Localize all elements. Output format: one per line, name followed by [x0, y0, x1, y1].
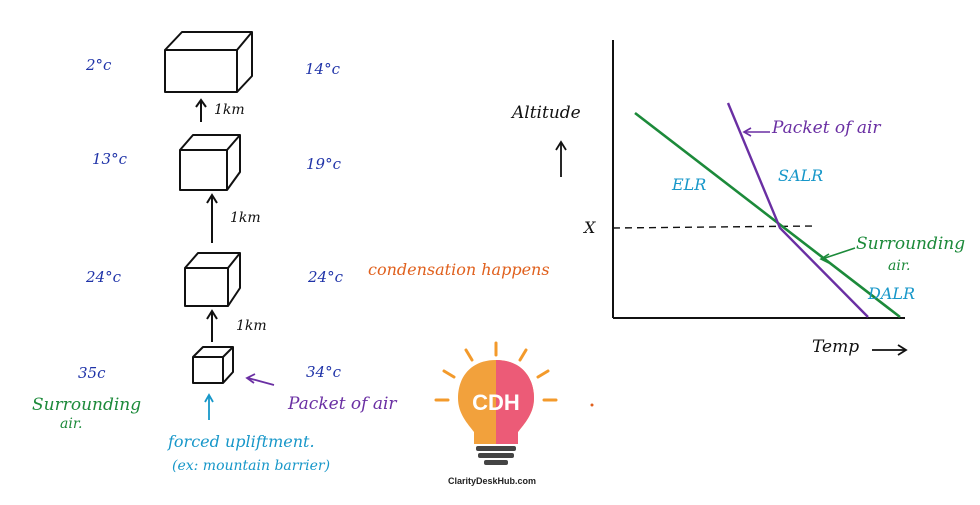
graph-surrounding-label-2: air. [888, 258, 911, 274]
temp-right-4: 14°c [305, 60, 340, 78]
salr-label: SALR [778, 166, 824, 185]
graph-packet-pointer [742, 127, 770, 137]
surrounding-air-label-1: Surrounding [32, 395, 142, 415]
km-label-1: 1km [236, 318, 267, 334]
temp-right-1: 34°c [306, 363, 341, 381]
graph-packet-label: Packet of air [772, 118, 881, 138]
packet-pointer-arrow [245, 373, 275, 386]
elr-label: ELR [672, 175, 707, 194]
km-label-3: 1km [214, 102, 245, 118]
logo-initials: CDH [472, 390, 520, 415]
km-label-2: 1km [230, 210, 261, 226]
temp-left-3: 13°c [92, 150, 127, 168]
air-parcel-cube-3 [179, 134, 241, 191]
air-parcel-cube-2 [184, 252, 241, 307]
condensation-label: condensation happens [368, 260, 550, 279]
forced-upliftment-label: forced upliftment. [168, 432, 315, 451]
forced-example-label: (ex: mountain barrier) [172, 458, 331, 474]
bulb-logo-icon: CDH [434, 341, 558, 465]
altitude-arrow [555, 140, 567, 177]
packet-of-air-label: Packet of air [288, 394, 397, 414]
temp-right-2: 24°c [308, 268, 343, 286]
elr-line [634, 111, 901, 319]
air-parcel-cube-1 [192, 346, 234, 384]
graph-axes [612, 40, 905, 319]
uplift-arrow-2 [206, 193, 218, 243]
packet-lapse-line [726, 102, 869, 318]
temp-right-3: 19°c [306, 155, 341, 173]
dalr-label: DALR [868, 284, 916, 303]
temp-axis-label: Temp [812, 337, 860, 357]
forced-upliftment-arrow [204, 393, 214, 420]
x-marker-label: X [584, 218, 596, 237]
temp-arrow [872, 344, 908, 356]
surrounding-air-label-2: air. [60, 416, 83, 432]
surrounding-air-pointer [819, 247, 856, 264]
graph-surrounding-label-1: Surrounding [856, 234, 966, 254]
decorative-dot [590, 403, 594, 407]
temp-left-2: 24°c [86, 268, 121, 286]
temp-left-4: 2°c [86, 56, 112, 74]
temp-left-1: 35c [78, 364, 106, 382]
altitude-axis-label: Altitude [512, 103, 581, 123]
uplift-arrow-1 [206, 309, 218, 342]
logo-site-label: ClarityDeskHub.com [448, 476, 537, 486]
air-parcel-cube-4 [164, 31, 253, 93]
uplift-arrow-3 [195, 98, 207, 122]
